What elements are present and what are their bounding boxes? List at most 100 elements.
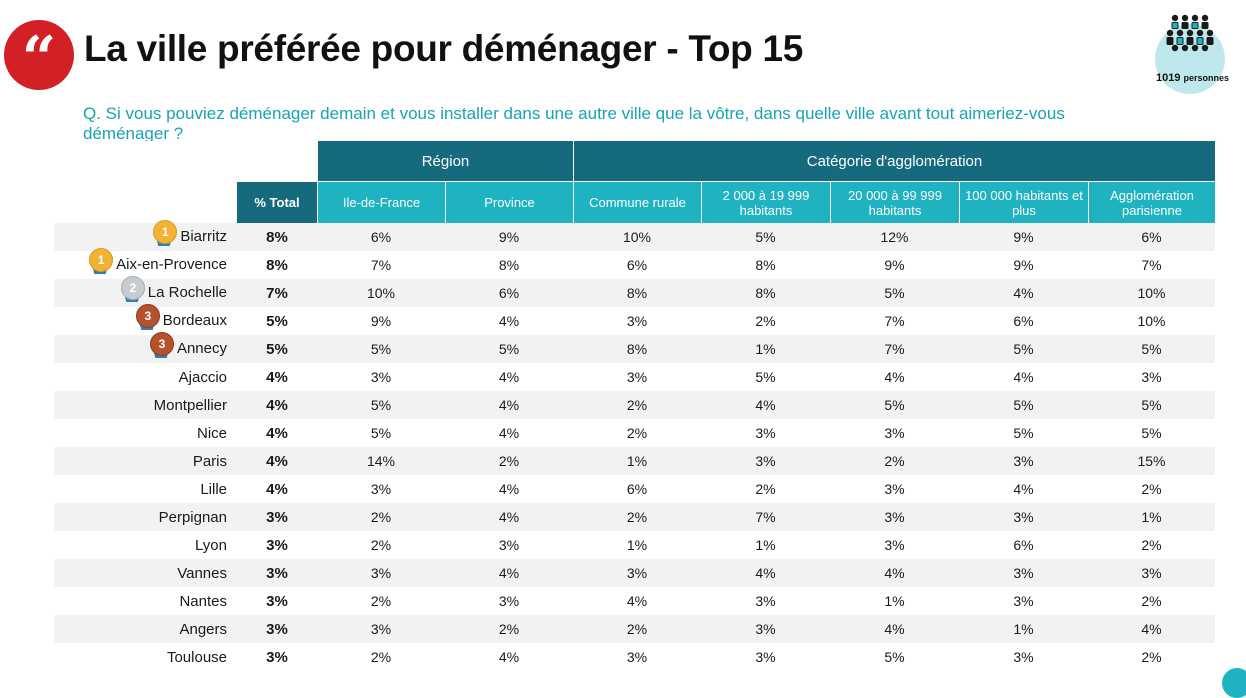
value-cell: 5% bbox=[830, 279, 959, 307]
value-cell: 3% bbox=[959, 503, 1088, 531]
value-cell: 5% bbox=[959, 391, 1088, 419]
col-header-idf: Ile-de-France bbox=[317, 181, 445, 223]
value-cell: 3% bbox=[573, 363, 701, 391]
respondents-count: 1019 bbox=[1156, 72, 1181, 84]
city-cell: Paris bbox=[54, 447, 237, 475]
value-cell: 2% bbox=[445, 447, 573, 475]
col-header-rurale: Commune rurale bbox=[573, 181, 701, 223]
city-cell: Nantes bbox=[54, 587, 237, 615]
value-cell: 5% bbox=[701, 223, 830, 251]
corner-decoration bbox=[1222, 668, 1246, 698]
quote-icon: “ bbox=[4, 20, 74, 94]
value-cell: 9% bbox=[445, 223, 573, 251]
total-cell: 4% bbox=[237, 363, 317, 391]
value-cell: 2% bbox=[573, 391, 701, 419]
city-cell: Toulouse bbox=[54, 643, 237, 671]
value-cell: 9% bbox=[959, 251, 1088, 279]
table-row: 3 Annecy 5% 5% 5% 8% 1% 7% 5% 5% bbox=[54, 332, 1215, 363]
value-cell: 1% bbox=[573, 531, 701, 559]
value-cell: 2% bbox=[317, 643, 445, 671]
city-cell: 1 Aix-en-Provence bbox=[54, 248, 237, 279]
value-cell: 3% bbox=[573, 643, 701, 671]
value-cell: 4% bbox=[445, 475, 573, 503]
results-table: Région Catégorie d'agglomération % Total… bbox=[54, 141, 1215, 671]
table-row: 1 Aix-en-Provence 8% 7% 8% 6% 8% 9% 9% 7% bbox=[54, 248, 1215, 279]
city-cell: 1 Biarritz bbox=[54, 220, 237, 251]
value-cell: 3% bbox=[959, 559, 1088, 587]
value-cell: 4% bbox=[959, 363, 1088, 391]
respondents-badge: 1019 personnes bbox=[1155, 12, 1229, 96]
table-row: Vannes 3% 3% 4% 3% 4% 4% 3% 3% bbox=[54, 559, 1215, 587]
city-cell: 3 Annecy bbox=[54, 332, 237, 363]
value-cell: 4% bbox=[1088, 615, 1215, 643]
group-header-agglomeration: Catégorie d'agglomération bbox=[573, 141, 1215, 181]
group-header-region: Région bbox=[317, 141, 573, 181]
value-cell: 5% bbox=[445, 335, 573, 363]
total-cell: 5% bbox=[237, 307, 317, 335]
value-cell: 4% bbox=[830, 363, 959, 391]
value-cell: 2% bbox=[701, 307, 830, 335]
survey-question: Q. Si vous pouviez déménager demain et v… bbox=[83, 104, 1065, 143]
value-cell: 4% bbox=[959, 279, 1088, 307]
value-cell: 3% bbox=[317, 559, 445, 587]
value-cell: 3% bbox=[959, 587, 1088, 615]
value-cell: 4% bbox=[445, 307, 573, 335]
value-cell: 3% bbox=[1088, 363, 1215, 391]
value-cell: 3% bbox=[830, 475, 959, 503]
value-cell: 4% bbox=[959, 475, 1088, 503]
total-cell: 8% bbox=[237, 223, 317, 251]
value-cell: 3% bbox=[445, 587, 573, 615]
people-group-icon bbox=[1166, 14, 1214, 52]
bronze-medal-icon: 3 bbox=[135, 304, 160, 330]
total-cell: 7% bbox=[237, 279, 317, 307]
city-cell: 3 Bordeaux bbox=[54, 304, 237, 335]
value-cell: 5% bbox=[1088, 419, 1215, 447]
value-cell: 8% bbox=[701, 279, 830, 307]
table-row: Montpellier 4% 5% 4% 2% 4% 5% 5% 5% bbox=[54, 391, 1215, 419]
value-cell: 1% bbox=[959, 615, 1088, 643]
total-cell: 4% bbox=[237, 419, 317, 447]
value-cell: 10% bbox=[1088, 307, 1215, 335]
total-cell: 4% bbox=[237, 447, 317, 475]
total-cell: 3% bbox=[237, 643, 317, 671]
value-cell: 7% bbox=[701, 503, 830, 531]
value-cell: 4% bbox=[701, 391, 830, 419]
value-cell: 3% bbox=[573, 307, 701, 335]
value-cell: 5% bbox=[317, 419, 445, 447]
city-name: Ajaccio bbox=[178, 368, 227, 386]
value-cell: 9% bbox=[317, 307, 445, 335]
city-cell: Lille bbox=[54, 475, 237, 503]
value-cell: 1% bbox=[1088, 503, 1215, 531]
value-cell: 3% bbox=[701, 419, 830, 447]
total-cell: 3% bbox=[237, 531, 317, 559]
city-name: Annecy bbox=[176, 339, 227, 357]
total-cell: 4% bbox=[237, 391, 317, 419]
value-cell: 4% bbox=[830, 559, 959, 587]
value-cell: 6% bbox=[445, 279, 573, 307]
value-cell: 1% bbox=[830, 587, 959, 615]
value-cell: 3% bbox=[701, 643, 830, 671]
total-cell: 5% bbox=[237, 335, 317, 363]
city-cell: Vannes bbox=[54, 559, 237, 587]
silver-medal-icon: 2 bbox=[120, 276, 145, 302]
value-cell: 14% bbox=[317, 447, 445, 475]
city-name: Aix-en-Provence bbox=[116, 255, 227, 273]
col-header-20000: 20 000 à 99 999 habitants bbox=[830, 181, 959, 223]
total-cell: 3% bbox=[237, 615, 317, 643]
value-cell: 2% bbox=[1088, 531, 1215, 559]
city-cell: Nice bbox=[54, 419, 237, 447]
value-cell: 7% bbox=[317, 251, 445, 279]
table-row: 3 Bordeaux 5% 9% 4% 3% 2% 7% 6% 10% bbox=[54, 304, 1215, 335]
gold-medal-icon: 1 bbox=[88, 248, 114, 274]
value-cell: 3% bbox=[701, 587, 830, 615]
total-cell: 3% bbox=[237, 587, 317, 615]
value-cell: 5% bbox=[1088, 335, 1215, 363]
value-cell: 5% bbox=[830, 643, 959, 671]
value-cell: 3% bbox=[445, 531, 573, 559]
value-cell: 2% bbox=[701, 475, 830, 503]
value-cell: 8% bbox=[573, 335, 701, 363]
value-cell: 4% bbox=[445, 643, 573, 671]
value-cell: 7% bbox=[1088, 251, 1215, 279]
value-cell: 1% bbox=[573, 447, 701, 475]
value-cell: 7% bbox=[830, 307, 959, 335]
